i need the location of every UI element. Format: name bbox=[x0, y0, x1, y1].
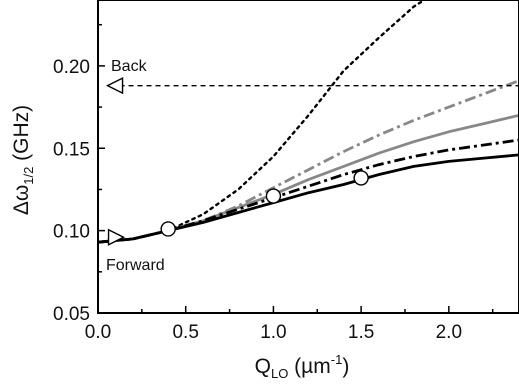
y-ticks: 0.05 0.10 0.15 0.20 bbox=[53, 23, 105, 325]
y-axis-title-unit: (GHz) bbox=[10, 105, 33, 167]
x-tick-label: 1.0 bbox=[260, 322, 286, 343]
y-axis-title: Δω1/2 (GHz) bbox=[10, 105, 36, 215]
back-label: Back bbox=[111, 58, 148, 75]
y-tick-label: 0.20 bbox=[53, 57, 90, 78]
x-tick-label: 0.0 bbox=[85, 322, 111, 343]
y-axis-title-sub: 1/2 bbox=[21, 167, 36, 185]
x-tick-label: 1.5 bbox=[348, 322, 374, 343]
x-tick-label: 2.0 bbox=[436, 322, 462, 343]
x-axis-title-unit: (µm bbox=[288, 355, 330, 378]
data-point bbox=[160, 221, 176, 237]
x-axis-title-main: Q bbox=[255, 355, 271, 378]
series-line-3 bbox=[98, 113, 519, 244]
x-tick-label: 0.5 bbox=[172, 322, 198, 343]
data-point bbox=[265, 188, 282, 204]
markers-layer bbox=[105, 77, 369, 246]
data-point bbox=[353, 170, 369, 186]
back-triangle-marker bbox=[105, 77, 124, 95]
y-tick-label: 0.10 bbox=[53, 222, 90, 243]
y-tick-label: 0.15 bbox=[53, 139, 90, 160]
x-axis-title-sub: LO bbox=[271, 366, 288, 381]
x-axis-title-exp: -1 bbox=[331, 352, 343, 367]
forward-triangle-marker bbox=[107, 228, 126, 246]
x-axis-title-close: ) bbox=[342, 355, 349, 378]
y-tick-label: 0.05 bbox=[53, 304, 90, 325]
x-ticks: 0.0 0.5 1.0 1.5 2.0 bbox=[85, 306, 494, 343]
y-axis-title-main: Δω bbox=[10, 185, 33, 215]
x-axis-title: QLO (µm-1) bbox=[255, 352, 350, 381]
forward-label: Forward bbox=[106, 257, 165, 274]
series-layer bbox=[98, 0, 519, 244]
plot-frame bbox=[97, 0, 519, 314]
